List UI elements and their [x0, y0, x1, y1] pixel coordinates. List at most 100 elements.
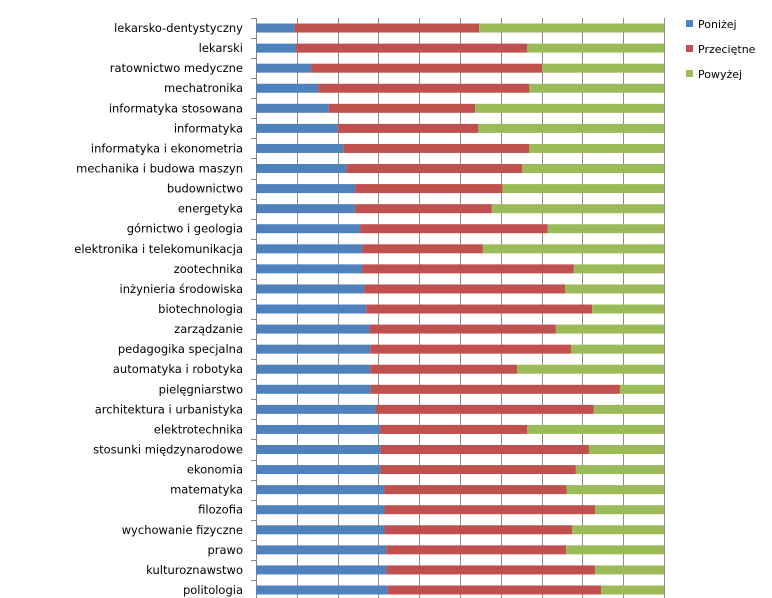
- bar-segment-poniżej: [256, 204, 356, 214]
- legend-swatch: [686, 45, 693, 52]
- bar-segment-powyżej: [529, 83, 664, 93]
- bar-segment-poniżej: [256, 164, 347, 174]
- bar-segment-powyżej: [479, 23, 664, 33]
- category-label: elektrotechnika: [154, 422, 243, 436]
- bar-segment-powyżej: [573, 264, 664, 274]
- category-label: informatyka: [174, 121, 243, 135]
- category-label: mechatronika: [164, 81, 243, 95]
- bar-segment-powyżej: [595, 505, 664, 515]
- bar-segment-poniżej: [256, 123, 338, 133]
- category-label: mechanika i budowa maszyn: [76, 162, 243, 176]
- bar-segment-przeciętne: [318, 83, 530, 93]
- category-label: informatyka stosowana: [109, 101, 243, 115]
- bar-segment-przeciętne: [370, 384, 620, 394]
- legend-swatch: [686, 20, 693, 27]
- bar-segment-przeciętne: [387, 585, 602, 595]
- legend-label: Przeciętne: [698, 43, 756, 56]
- category-label: pedagogika specjalna: [118, 342, 243, 356]
- bar-segment-powyżej: [527, 43, 664, 53]
- bar-segment-powyżej: [555, 324, 664, 334]
- bar-segment-przeciętne: [384, 485, 567, 495]
- bar-segment-przeciętne: [386, 545, 567, 555]
- bar-segment-przeciętne: [328, 103, 476, 113]
- bar-segment-powyżej: [566, 485, 664, 495]
- bar-segment-poniżej: [256, 545, 387, 555]
- bar-segment-przeciętne: [346, 164, 523, 174]
- bar-segment-poniżej: [256, 284, 365, 294]
- bar-segment-powyżej: [478, 123, 664, 133]
- bar-segment-przeciętne: [370, 344, 571, 354]
- bar-segment-poniżej: [256, 143, 344, 153]
- category-label: architektura i urbanistyka: [95, 402, 243, 416]
- bar-segment-poniżej: [256, 63, 312, 73]
- bar-segment-poniżej: [256, 324, 370, 334]
- bar-segment-powyżej: [542, 63, 664, 73]
- bar-segment-poniżej: [256, 424, 381, 434]
- bar-segment-przeciętne: [366, 304, 593, 314]
- bar-segment-przeciętne: [294, 23, 480, 33]
- category-label: lekarski: [199, 41, 243, 55]
- bar-segment-poniżej: [256, 505, 385, 515]
- bar-segment-przeciętne: [355, 184, 503, 194]
- bar-segment-poniżej: [256, 384, 371, 394]
- bar-segment-poniżej: [256, 445, 381, 455]
- category-label: ekonomia: [187, 463, 243, 477]
- bar-segment-przeciętne: [311, 63, 543, 73]
- bar-segment-poniżej: [256, 244, 363, 254]
- bar-segment-poniżej: [256, 83, 319, 93]
- category-label: pielęgniarstwo: [159, 382, 243, 396]
- bar-segment-przeciętne: [360, 224, 548, 234]
- bar-segment-powyżej: [527, 424, 664, 434]
- bar-segment-poniżej: [256, 264, 363, 274]
- bar-segment-przeciętne: [386, 565, 596, 575]
- bar-segment-poniżej: [256, 184, 356, 194]
- category-label: lekarsko-dentystyczny: [114, 21, 243, 35]
- bar-segment-poniżej: [256, 344, 371, 354]
- bar-segment-powyżej: [588, 445, 664, 455]
- bar-segment-powyżej: [593, 404, 664, 414]
- bar-segment-przeciętne: [370, 364, 518, 374]
- category-label: inżynieria środowiska: [120, 282, 243, 296]
- bar-segment-powyżej: [601, 585, 664, 595]
- bar-segment-powyżej: [565, 284, 664, 294]
- bar-segment-przeciętne: [375, 404, 594, 414]
- bar-segment-poniżej: [256, 23, 295, 33]
- category-label: automatyka i robotyka: [113, 362, 243, 376]
- category-label: zarządzanie: [174, 322, 243, 336]
- bar-segment-przeciętne: [369, 324, 556, 334]
- category-label: politologia: [183, 583, 243, 597]
- bar-segment-przeciętne: [380, 445, 589, 455]
- category-label: filozofia: [198, 503, 243, 517]
- bar-segment-przeciętne: [384, 525, 573, 535]
- bar-segment-powyżej: [529, 143, 664, 153]
- category-label: elektronika i telekomunikacja: [74, 242, 243, 256]
- bar-segment-poniżej: [256, 565, 387, 575]
- category-label: prawo: [207, 543, 243, 557]
- bar-segment-powyżej: [547, 224, 664, 234]
- bar-segment-powyżej: [575, 465, 664, 475]
- bar-segment-przeciętne: [295, 43, 528, 53]
- bar-segment-przeciętne: [337, 123, 479, 133]
- legend-label: Powyżej: [698, 68, 742, 81]
- bar-segment-poniżej: [256, 404, 376, 414]
- category-label: energetyka: [178, 202, 243, 216]
- category-label: ratownictwo medyczne: [110, 61, 243, 75]
- bar-segment-przeciętne: [343, 143, 530, 153]
- bar-segment-przeciętne: [362, 264, 574, 274]
- category-label: górnictwo i geologia: [127, 222, 243, 236]
- bar-segment-powyżej: [570, 344, 664, 354]
- bar-segment-poniżej: [256, 585, 388, 595]
- bar-segment-poniżej: [256, 103, 329, 113]
- bar-segment-powyżej: [491, 204, 664, 214]
- bar-segment-przeciętne: [380, 465, 576, 475]
- legend-swatch: [686, 70, 693, 77]
- category-label: budownictwo: [167, 182, 243, 196]
- bar-segment-powyżej: [595, 565, 664, 575]
- bar-segment-przeciętne: [364, 284, 566, 294]
- bar-segment-powyżej: [592, 304, 664, 314]
- bar-segment-powyżej: [482, 244, 664, 254]
- category-label: matematyka: [170, 483, 243, 497]
- bar-segment-powyżej: [517, 364, 664, 374]
- bar-segment-powyżej: [619, 384, 664, 394]
